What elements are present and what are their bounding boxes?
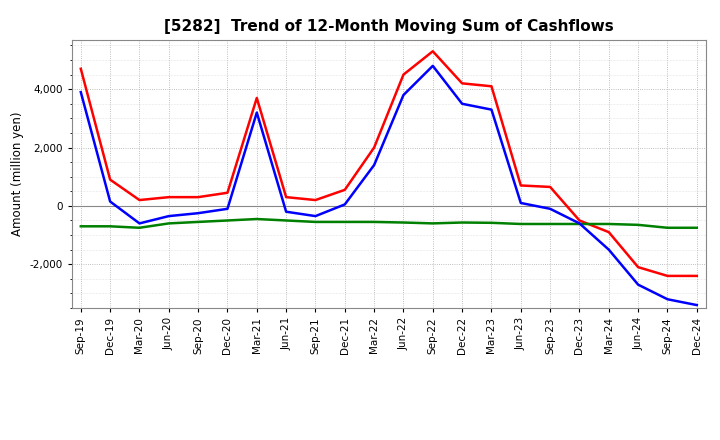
Investing Cashflow (693, 225, 701, 231)
Investing Cashflow (106, 224, 114, 229)
Free Cashflow (311, 213, 320, 219)
Free Cashflow (634, 282, 642, 287)
Free Cashflow (223, 206, 232, 212)
Investing Cashflow (341, 219, 349, 224)
Operating Cashflow (634, 264, 642, 270)
Free Cashflow (487, 107, 496, 112)
Free Cashflow (693, 302, 701, 308)
Operating Cashflow (663, 273, 672, 279)
Operating Cashflow (428, 49, 437, 54)
Operating Cashflow (282, 194, 290, 200)
Investing Cashflow (164, 221, 173, 226)
Investing Cashflow (223, 218, 232, 223)
Free Cashflow (253, 110, 261, 115)
Free Cashflow (370, 162, 379, 168)
Investing Cashflow (487, 220, 496, 225)
Free Cashflow (341, 202, 349, 207)
Operating Cashflow (194, 194, 202, 200)
Line: Investing Cashflow: Investing Cashflow (81, 219, 697, 228)
Operating Cashflow (253, 95, 261, 101)
Free Cashflow (663, 297, 672, 302)
Free Cashflow (516, 200, 525, 205)
Operating Cashflow (311, 198, 320, 203)
Investing Cashflow (194, 219, 202, 224)
Operating Cashflow (605, 230, 613, 235)
Operating Cashflow (370, 145, 379, 150)
Investing Cashflow (546, 221, 554, 227)
Operating Cashflow (575, 218, 584, 223)
Operating Cashflow (546, 184, 554, 190)
Free Cashflow (164, 213, 173, 219)
Operating Cashflow (76, 66, 85, 71)
Free Cashflow (282, 209, 290, 214)
Investing Cashflow (282, 218, 290, 223)
Free Cashflow (135, 221, 144, 226)
Operating Cashflow (458, 81, 467, 86)
Operating Cashflow (106, 177, 114, 182)
Free Cashflow (428, 63, 437, 69)
Free Cashflow (575, 221, 584, 226)
Investing Cashflow (135, 225, 144, 231)
Free Cashflow (399, 92, 408, 98)
Title: [5282]  Trend of 12-Month Moving Sum of Cashflows: [5282] Trend of 12-Month Moving Sum of C… (164, 19, 613, 34)
Investing Cashflow (605, 221, 613, 227)
Investing Cashflow (458, 220, 467, 225)
Free Cashflow (76, 89, 85, 95)
Operating Cashflow (693, 273, 701, 279)
Investing Cashflow (663, 225, 672, 231)
Free Cashflow (106, 199, 114, 204)
Free Cashflow (458, 101, 467, 106)
Investing Cashflow (253, 216, 261, 222)
Investing Cashflow (399, 220, 408, 225)
Investing Cashflow (428, 221, 437, 226)
Operating Cashflow (487, 84, 496, 89)
Free Cashflow (194, 211, 202, 216)
Investing Cashflow (76, 224, 85, 229)
Free Cashflow (546, 206, 554, 212)
Investing Cashflow (634, 222, 642, 227)
Operating Cashflow (341, 187, 349, 192)
Operating Cashflow (164, 194, 173, 200)
Operating Cashflow (516, 183, 525, 188)
Free Cashflow (605, 247, 613, 252)
Investing Cashflow (311, 219, 320, 224)
Line: Operating Cashflow: Operating Cashflow (81, 51, 697, 276)
Investing Cashflow (516, 221, 525, 227)
Operating Cashflow (223, 190, 232, 195)
Line: Free Cashflow: Free Cashflow (81, 66, 697, 305)
Investing Cashflow (370, 219, 379, 224)
Y-axis label: Amount (million yen): Amount (million yen) (12, 112, 24, 236)
Operating Cashflow (135, 198, 144, 203)
Operating Cashflow (399, 72, 408, 77)
Investing Cashflow (575, 221, 584, 227)
